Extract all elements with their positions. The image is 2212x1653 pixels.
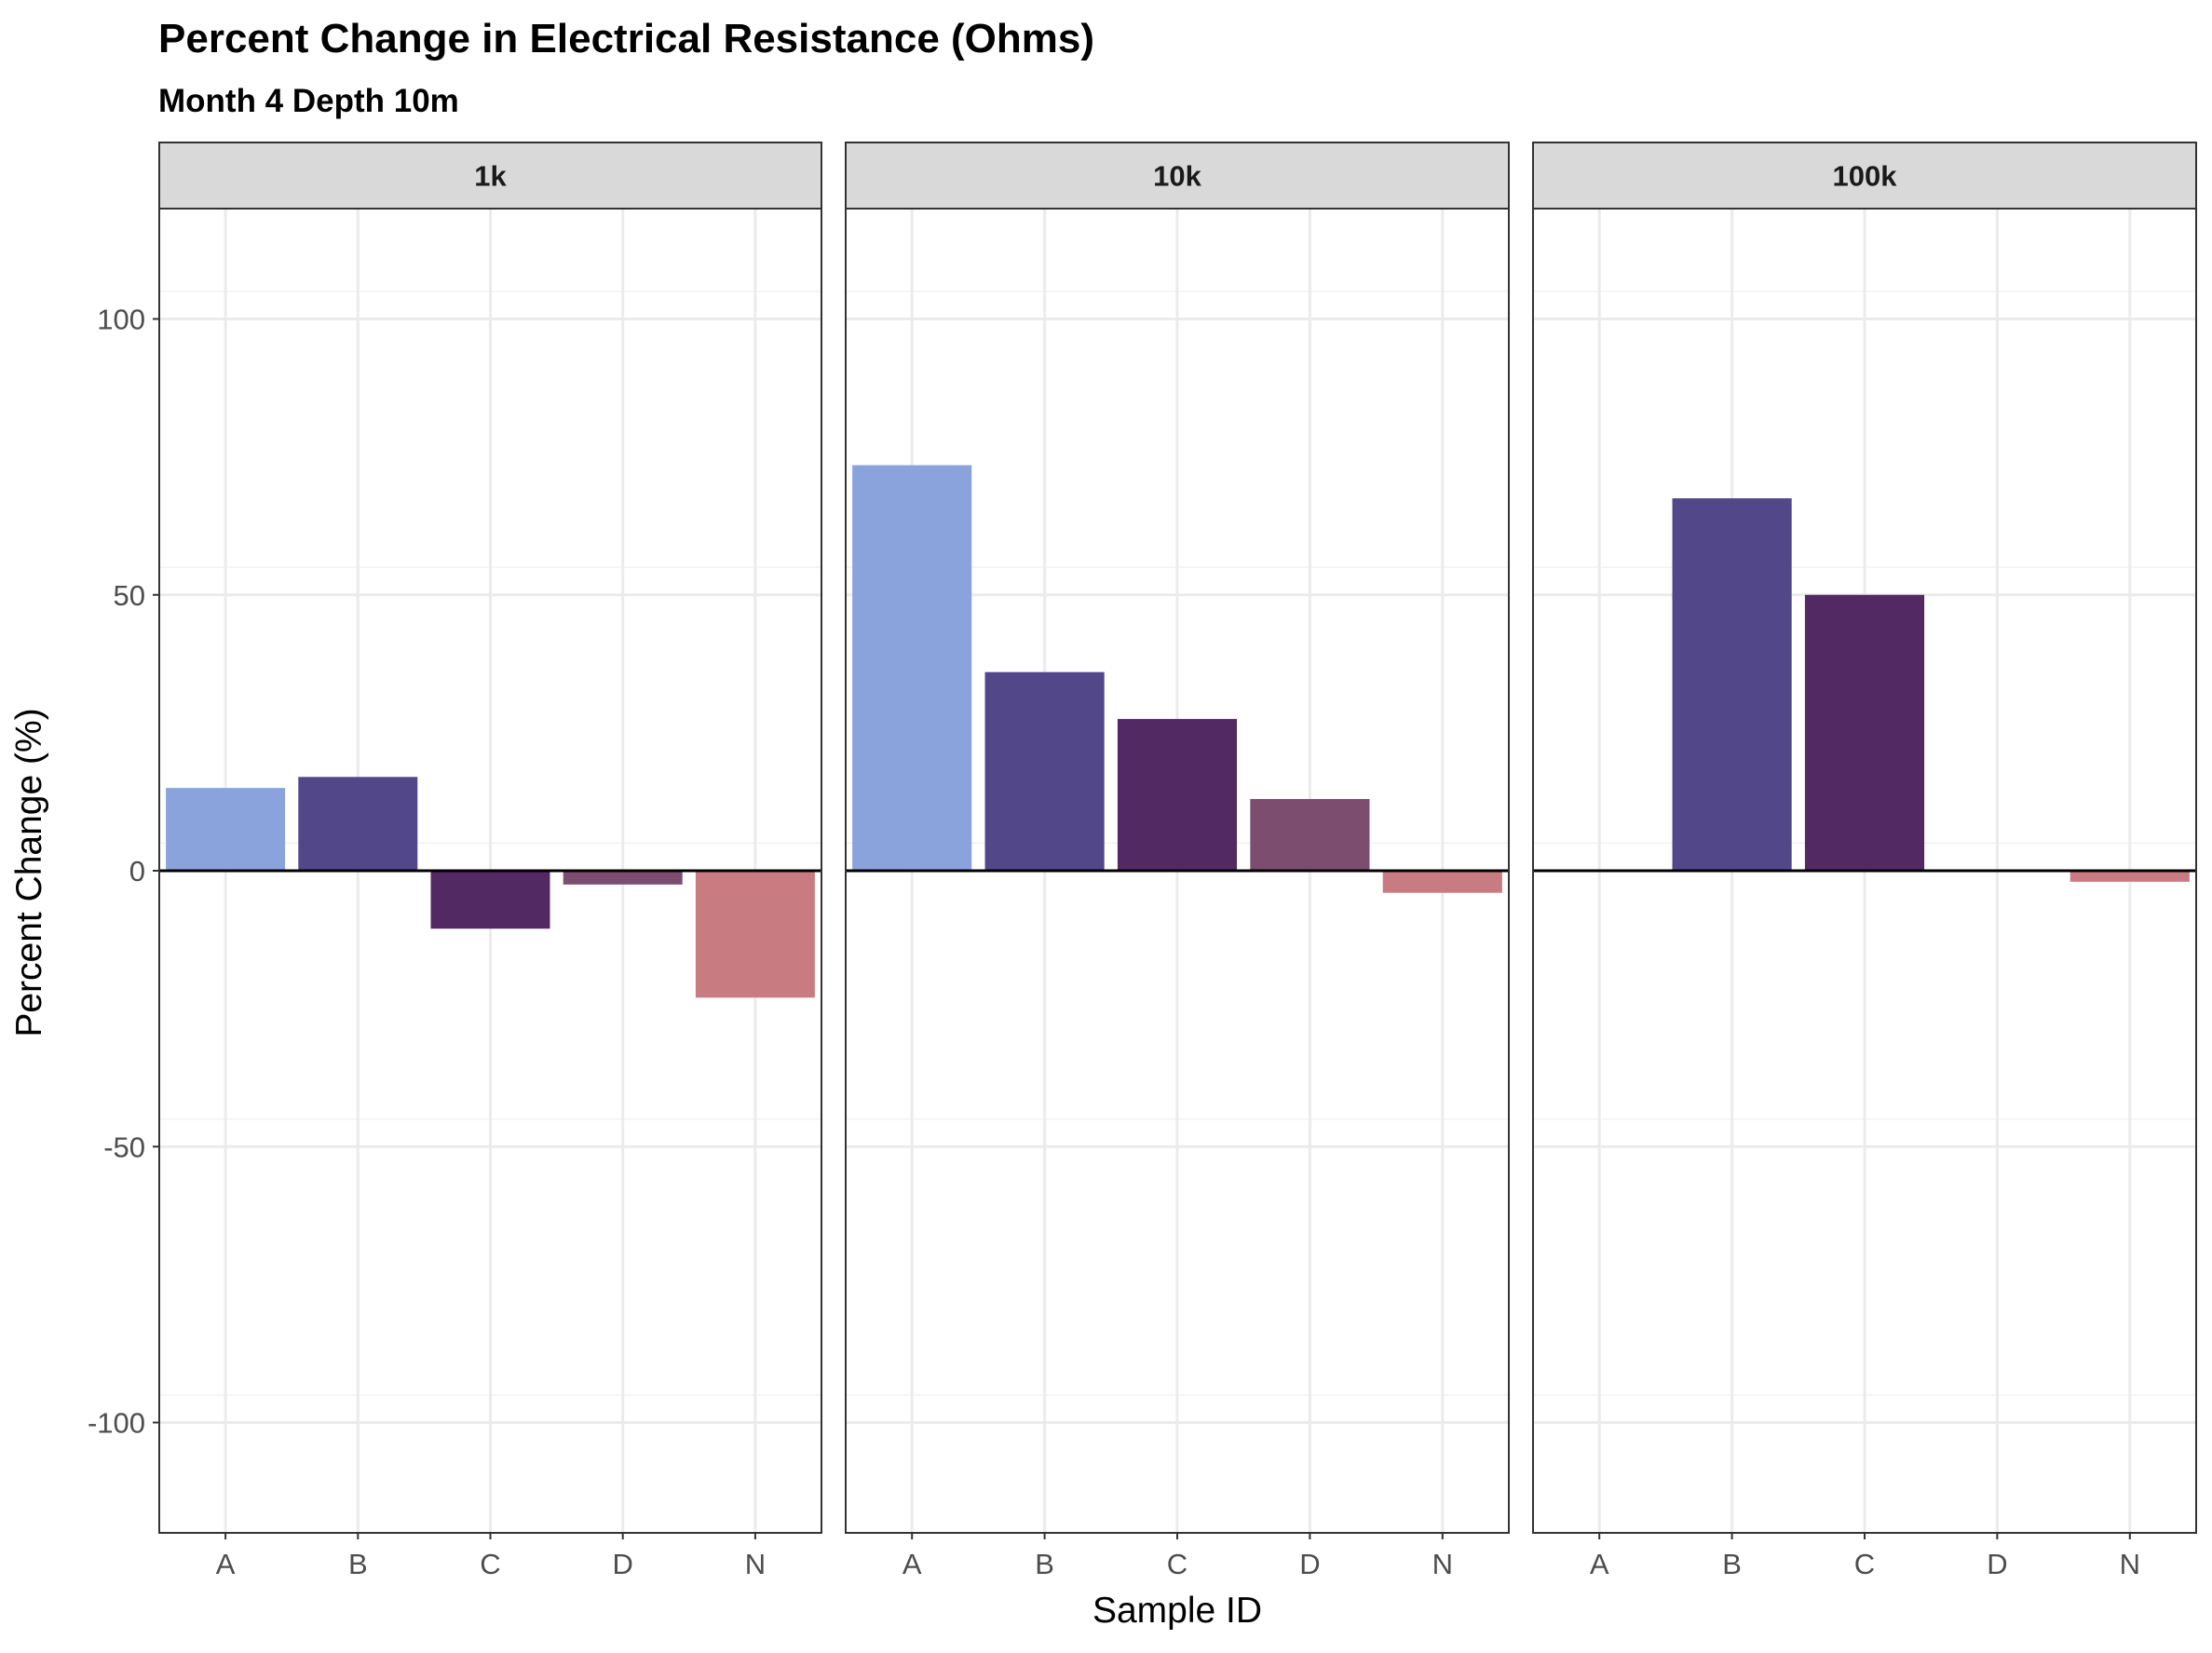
bar-1k-A bbox=[166, 788, 286, 871]
facet-panel-100k: 100k A B C D N bbox=[1532, 142, 2197, 1580]
bar-10k-A bbox=[852, 465, 972, 871]
x-tick-label: D bbox=[1987, 1548, 2007, 1580]
facet-strip-label: 10k bbox=[1153, 160, 1201, 193]
facet-panels: 1k A B C D N 10k A B C D N 100k A B C D N bbox=[158, 142, 2197, 1580]
facet-strip bbox=[845, 142, 1510, 210]
x-axis-title: Sample ID bbox=[1092, 1591, 1262, 1631]
bar-10k-B bbox=[984, 671, 1105, 871]
bar-10k-D bbox=[1250, 798, 1370, 871]
bar-10k-C bbox=[1117, 719, 1238, 871]
bar-100k-C bbox=[1804, 594, 1925, 871]
facet-panel-1k: 1k A B C D N bbox=[158, 142, 822, 1580]
y-tick-label: 50 bbox=[114, 579, 145, 612]
x-tick-label: C bbox=[480, 1548, 500, 1580]
x-tick-label: D bbox=[613, 1548, 633, 1580]
x-tick-label: B bbox=[348, 1548, 368, 1580]
bar-10k-N bbox=[1382, 871, 1502, 893]
y-tick-label: 100 bbox=[97, 304, 145, 336]
facet-strip-label: 1k bbox=[474, 160, 507, 193]
facet-strip bbox=[158, 142, 822, 210]
bar-1k-D bbox=[563, 871, 683, 885]
x-tick-label: N bbox=[1432, 1548, 1453, 1580]
facet-panel-10k: 10k A B C D N bbox=[845, 142, 1510, 1580]
y-tick-label: -50 bbox=[103, 1131, 145, 1163]
chart-title: Percent Change in Electrical Resistance … bbox=[158, 16, 1094, 61]
x-tick-label: A bbox=[902, 1548, 922, 1580]
facet-strip bbox=[1532, 142, 2197, 210]
x-tick-label: N bbox=[745, 1548, 766, 1580]
x-tick-label: D bbox=[1299, 1548, 1320, 1580]
x-tick-label: B bbox=[1035, 1548, 1054, 1580]
y-axis-title: Percent Change (%) bbox=[9, 708, 49, 1037]
chart-subtitle: Month 4 Depth 10m bbox=[158, 83, 459, 119]
x-tick-label: A bbox=[216, 1548, 236, 1580]
y-tick-label: -100 bbox=[88, 1407, 145, 1440]
bar-100k-N bbox=[2070, 871, 2190, 882]
x-tick-label: A bbox=[1590, 1548, 1609, 1580]
bar-1k-C bbox=[430, 871, 550, 929]
x-tick-label: C bbox=[1854, 1548, 1875, 1580]
x-tick-label: C bbox=[1167, 1548, 1187, 1580]
facet-strip-label: 100k bbox=[1833, 160, 1898, 193]
x-tick-label: B bbox=[1722, 1548, 1742, 1580]
bar-1k-B bbox=[298, 777, 418, 871]
y-tick-label: 0 bbox=[129, 855, 145, 887]
bar-100k-B bbox=[1672, 498, 1792, 871]
bar-1k-N bbox=[695, 871, 815, 998]
y-axis: -100 -50 0 50 100 bbox=[88, 304, 159, 1440]
x-tick-label: N bbox=[2120, 1548, 2140, 1580]
